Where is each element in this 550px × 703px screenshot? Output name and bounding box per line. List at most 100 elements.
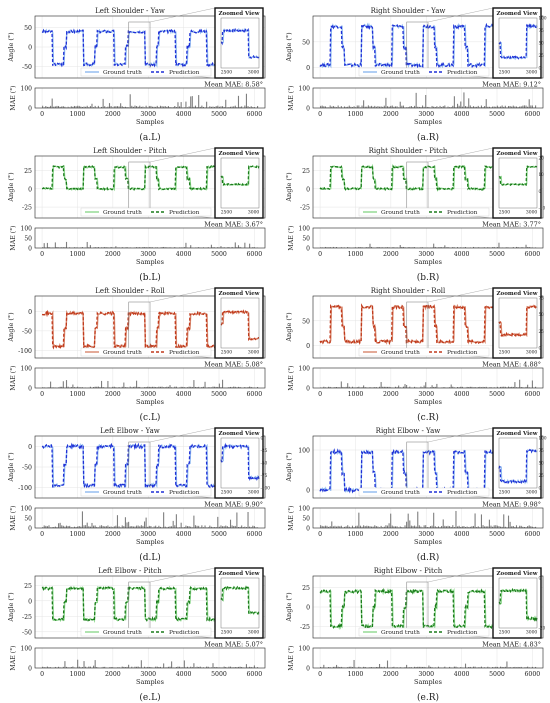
y-tick-label: 25 [24,583,32,590]
zoom-x-tick-label: 3000 [248,630,260,636]
zoom-inset-title: Zoomed View [219,11,260,17]
mae-bar [500,386,502,388]
mae-bar [458,387,460,388]
x-tick-label: 6000 [247,671,263,678]
mae-bar [468,387,470,388]
zoom-x-tick-label: 3000 [526,490,538,496]
mae-bar [434,386,436,388]
mae-bar [145,517,147,528]
mae-bar [350,527,352,528]
mae-bar [155,247,157,248]
mae-bar [214,667,216,668]
mae-bar [126,107,128,108]
mae-bar [503,514,505,528]
mae-bar [469,105,471,108]
zoom-plot-frame [220,297,260,349]
mae-bar [42,387,44,388]
mae-bar [48,387,50,388]
mae-bar [48,247,50,248]
mae-bar [97,247,99,248]
mean-mae-label: Mean MAE: 4.88° [482,361,541,369]
zoom-y-tick-label: 25 [539,53,545,58]
mae-bar [61,247,63,248]
mae-bar [124,106,126,108]
mae-bar [45,525,47,528]
mae-bar [241,525,243,528]
mae-bar [158,667,160,668]
mae-bar [429,387,432,388]
mae-bar [231,667,233,668]
x-tick-label: 1000 [348,111,364,118]
mae-bar [471,106,473,108]
y-tick-label: 25 [24,168,32,175]
mae-bar [161,247,163,248]
mae-bar [522,105,524,108]
mae-bar [143,666,146,668]
mae-bar [350,666,352,668]
mae-bar [407,247,409,248]
mae-bar [359,667,361,668]
mae-bar [241,666,243,668]
mae-bar [493,387,495,388]
x-tick-label: 5000 [489,531,505,538]
mae-y-axis-label: MAE (°) [10,505,17,530]
mae-bar [72,384,74,388]
mae-bar [58,387,60,388]
mae-bar [252,247,254,248]
mae-bar [404,667,406,668]
mae-bar [492,526,494,528]
mae-bar [129,526,131,528]
mae-bar [51,98,53,108]
mae-bar [65,241,68,248]
mae-bar [441,106,443,108]
mae-bar [229,386,232,388]
mae-bar [172,520,174,528]
mae-bar [358,512,360,528]
mae-bar [242,527,244,528]
mae-bar [236,247,238,248]
mae-bar [514,527,516,528]
mae-bar [110,246,112,248]
mae-bar [453,96,455,108]
mae-bar [412,525,414,528]
mae-bar [73,105,76,108]
x-tick-label: 2000 [383,531,399,538]
mae-bar [375,387,377,388]
mae-bar [364,666,366,668]
chart-title: Left Shoulder - Yaw [95,7,165,15]
mae-bar [70,527,72,528]
mae-bar [81,667,83,668]
x-tick-label: 1000 [348,531,364,538]
mae-bar [190,386,192,388]
mae-bar [257,527,259,528]
zoom-x-tick-label: 2500 [221,630,233,636]
mae-bar [175,386,177,388]
mae-bar [401,527,403,528]
x-tick-label: 5000 [211,671,227,678]
mae-bar [490,387,492,388]
mae-bar [391,667,393,668]
mae-bar [444,387,446,388]
zoom-plot-frame [498,437,538,489]
mae-bar [142,387,144,388]
mae-bar [433,106,435,108]
mae-bar [120,103,122,108]
legend-ground-truth-label: Ground truth [103,70,142,76]
x-tick-label: 3000 [418,391,434,398]
mae-bar [43,107,45,108]
x-tick-label: 5000 [211,251,227,258]
x-tick-label: 0 [318,391,322,398]
mae-bar [406,107,408,108]
mae-bar [153,106,155,108]
mae-bar [257,386,259,388]
mae-bar [512,525,514,528]
mae-bar [65,380,68,388]
mae-bar [434,246,436,248]
mae-bar [113,106,115,108]
mae-bar [94,525,96,528]
mae-bar [436,383,438,388]
mae-y-tick-label: 0 [306,526,310,533]
mae-bar [385,525,387,528]
mae-bar [329,105,331,108]
